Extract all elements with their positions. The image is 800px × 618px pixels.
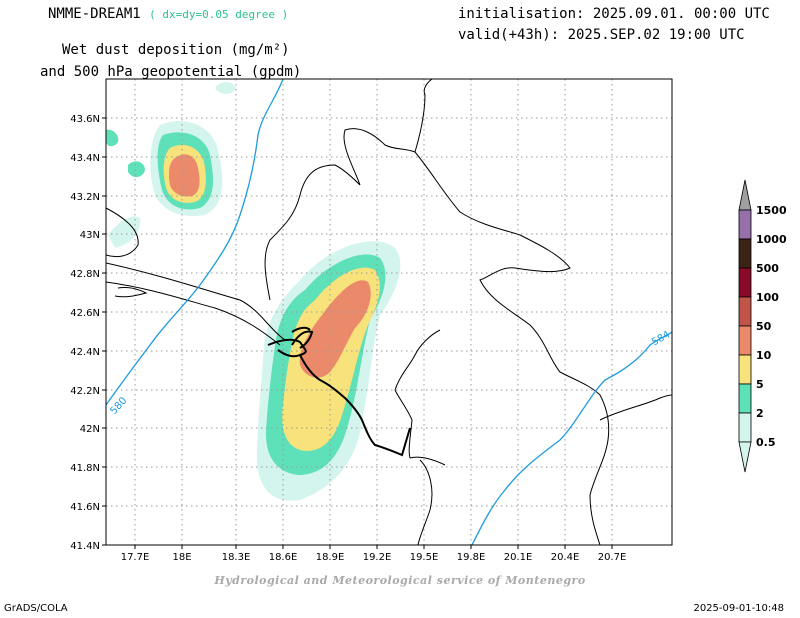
legend-label: 5: [756, 378, 764, 391]
dust-level-10: [299, 280, 371, 378]
legend-labels: 1500 1000 500 100 50 10 5 2 0.5: [756, 204, 787, 449]
lon-label: 18E: [172, 552, 191, 563]
axis-ticks: [102, 117, 613, 549]
legend-swatch-10: [738, 325, 752, 356]
legend-swatch-5: [738, 354, 752, 385]
color-legend: [738, 179, 752, 473]
model-name: NMME-DREAM1: [48, 6, 141, 22]
contour-label-584: 584: [650, 329, 672, 348]
lat-label: 43.6N: [70, 114, 100, 125]
lat-label: 42N: [80, 424, 100, 435]
dust-level-0.5: [215, 82, 236, 94]
contour-label-580: 580: [108, 395, 129, 417]
model-resolution: ( dx=dy=0.05 degree ): [149, 8, 289, 21]
lon-label: 18.6E: [269, 552, 298, 563]
geopotential-contours: [106, 79, 672, 545]
legend-label: 50: [756, 320, 772, 333]
map-area: [106, 79, 672, 545]
lat-label: 41.4N: [70, 541, 100, 552]
legend-arrow-bottom: [738, 441, 752, 473]
lon-label: 17.7E: [121, 552, 150, 563]
legend-label: 10: [756, 349, 772, 362]
lat-label: 42.4N: [70, 347, 100, 358]
legend-label: 100: [756, 291, 779, 304]
latitude-labels: 43.6N 43.4N 43.2N 43N 42.8N 42.6N 42.4N …: [70, 114, 100, 552]
lat-label: 43.4N: [70, 153, 100, 164]
lat-label: 42.6N: [70, 308, 100, 319]
timestamp-label: 2025-09-01-10:48: [693, 603, 784, 614]
legend-label: 0.5: [756, 436, 776, 449]
legend-label: 1500: [756, 204, 787, 217]
lat-label: 41.6N: [70, 502, 100, 513]
lon-label: 20.4E: [551, 552, 580, 563]
lon-label: 19.2E: [363, 552, 392, 563]
legend-swatch-2: [738, 383, 752, 414]
legend-swatch-100: [738, 267, 752, 298]
legend-arrow-top: [738, 179, 752, 211]
legend-label: 2: [756, 407, 764, 420]
dust-level-0.5: [108, 216, 141, 248]
legend-swatch-500: [738, 238, 752, 269]
map-title-line1: Wet dust deposition (mg/m²): [62, 42, 290, 58]
montenegro-coastline: [267, 326, 411, 457]
longitude-labels: 17.7E 18E 18.3E 18.6E 18.9E 19.2E 19.5E …: [121, 552, 627, 563]
lon-label: 19.5E: [410, 552, 439, 563]
dust-level-2: [128, 161, 145, 178]
lat-label: 42.8N: [70, 269, 100, 280]
legend-swatch-1000: [738, 209, 752, 240]
legend-label: 500: [756, 262, 779, 275]
lon-label: 19.8E: [457, 552, 486, 563]
lon-label: 20.7E: [598, 552, 627, 563]
dust-level-10: [169, 154, 200, 197]
legend-label: 1000: [756, 233, 787, 246]
dust-level-2: [106, 129, 119, 147]
dust-field: [106, 82, 401, 501]
lat-label: 41.8N: [70, 463, 100, 474]
legend-swatch-50: [738, 296, 752, 327]
contour-580: [106, 79, 284, 406]
legend-swatch-0.5: [738, 412, 752, 443]
model-title: NMME-DREAM1 ( dx=dy=0.05 degree ): [48, 6, 288, 22]
lon-label: 20.1E: [504, 552, 533, 563]
map-title-line2: and 500 hPa geopotential (gpdm): [40, 64, 302, 80]
software-label: GrADS/COLA: [4, 603, 68, 614]
valid-time-text: valid(+43h): 2025.SEP.02 19:00 UTC: [458, 27, 745, 43]
contour-584: [471, 331, 672, 545]
lon-label: 18.3E: [222, 552, 251, 563]
lon-label: 18.9E: [316, 552, 345, 563]
lat-label: 42.2N: [70, 386, 100, 397]
initialisation-text: initialisation: 2025.09.01. 00:00 UTC: [458, 6, 770, 22]
lat-label: 43N: [80, 230, 100, 241]
country-borders: [106, 79, 672, 545]
lat-label: 43.2N: [70, 192, 100, 203]
credit-text: Hydrological and Meteorological service …: [214, 574, 586, 587]
